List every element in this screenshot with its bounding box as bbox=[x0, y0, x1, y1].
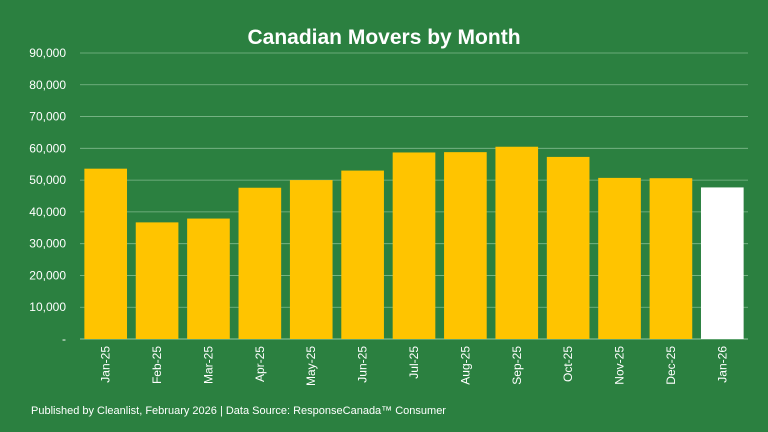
y-tick-label: 10,000 bbox=[29, 300, 66, 314]
x-tick-label: Jul-25 bbox=[407, 346, 421, 379]
bar-apr-25 bbox=[238, 187, 282, 339]
y-tick-label: 70,000 bbox=[29, 110, 66, 124]
x-tick-label: Jun-25 bbox=[356, 346, 370, 383]
y-tick-label: 20,000 bbox=[29, 268, 66, 282]
bar-feb-25 bbox=[135, 222, 179, 339]
source-footer: Published by Cleanlist, February 2026 | … bbox=[31, 405, 446, 417]
x-tick-label: Nov-25 bbox=[613, 346, 627, 385]
bar-oct-25 bbox=[546, 156, 590, 339]
y-tick-label: 80,000 bbox=[29, 78, 66, 92]
x-tick-label: Jan-25 bbox=[99, 346, 113, 383]
x-axis-ticks: Jan-25 Feb-25 Mar-25 Apr-25 May-25 Jun-25 Jul-… bbox=[99, 346, 730, 386]
y-tick-label: 40,000 bbox=[29, 205, 66, 219]
bar-aug-25 bbox=[444, 152, 487, 339]
x-tick-label: Oct-25 bbox=[561, 346, 575, 382]
bar-may-25 bbox=[289, 180, 333, 339]
bar-sep-25 bbox=[495, 146, 539, 339]
bar-jul-25 bbox=[392, 152, 436, 339]
chart-title: Canadian Movers by Month bbox=[247, 26, 521, 49]
x-tick-label: May-25 bbox=[304, 346, 318, 386]
x-tick-label: Apr-25 bbox=[253, 346, 267, 382]
x-tick-label: Mar-25 bbox=[201, 346, 215, 384]
bar-jan-26 bbox=[700, 187, 744, 339]
bar-mar-25 bbox=[187, 218, 230, 339]
bar-nov-25 bbox=[598, 177, 641, 339]
y-tick-label: 50,000 bbox=[29, 173, 66, 187]
x-tick-label: Aug-25 bbox=[458, 346, 472, 385]
y-tick-label: 90,000 bbox=[29, 46, 66, 60]
x-tick-label: Feb-25 bbox=[150, 346, 164, 384]
y-tick-label: 30,000 bbox=[29, 237, 66, 251]
y-tick-label: 60,000 bbox=[29, 141, 66, 155]
bar-jun-25 bbox=[341, 170, 384, 339]
y-tick-label: - bbox=[62, 332, 66, 346]
x-tick-label: Jan-26 bbox=[715, 346, 729, 383]
x-tick-label: Dec-25 bbox=[664, 346, 678, 385]
y-axis-ticks: - 10,000 20,000 30,000 40,000 50,000 60,000 70,… bbox=[29, 46, 66, 346]
x-tick-label: Sep-25 bbox=[510, 346, 524, 385]
bar-jan-25 bbox=[84, 168, 128, 339]
bar-dec-25 bbox=[649, 178, 693, 339]
bars bbox=[84, 146, 744, 339]
